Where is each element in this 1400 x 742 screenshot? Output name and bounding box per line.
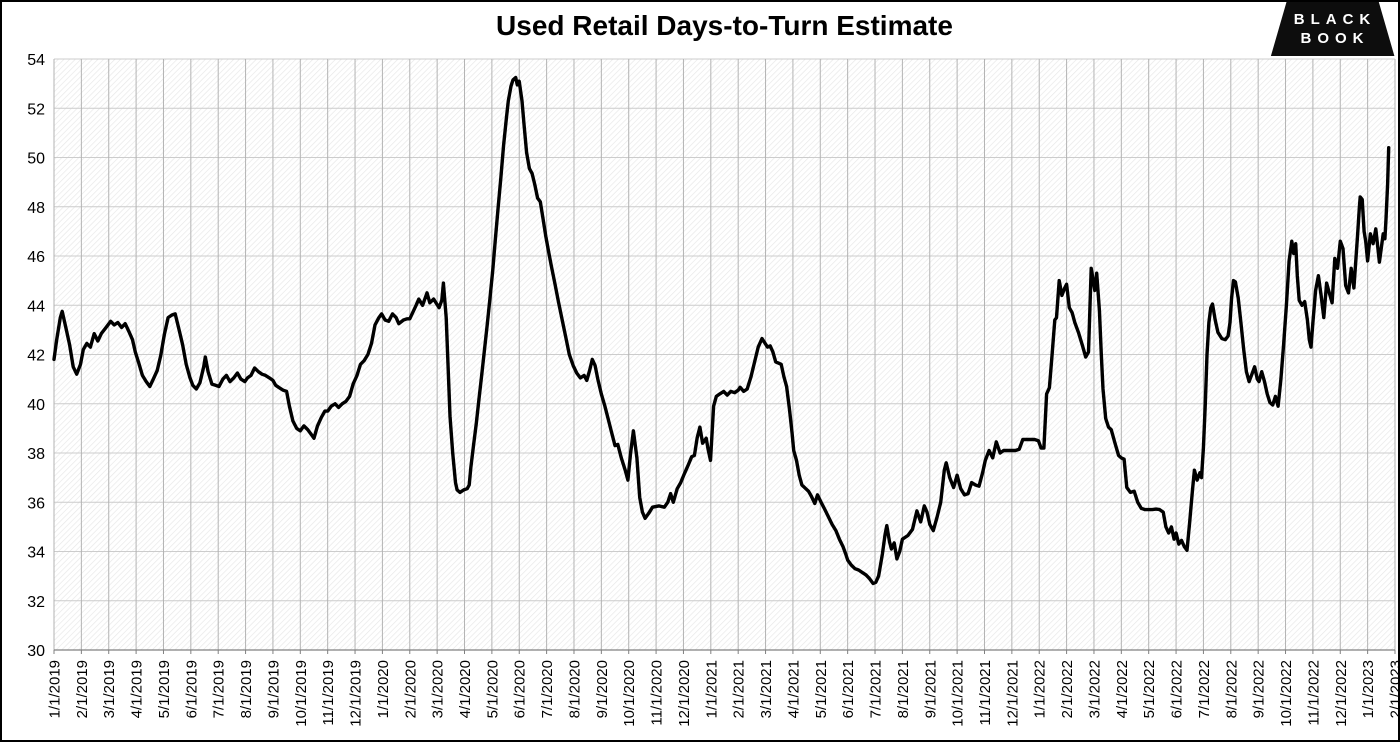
x-axis-tick-label: 9/1/2021 bbox=[922, 660, 939, 718]
x-axis-tick-label: 2/1/2021 bbox=[731, 660, 748, 718]
x-axis-tick-label: 8/1/2019 bbox=[238, 660, 255, 718]
y-axis-tick-label: 50 bbox=[27, 151, 45, 168]
x-axis-tick-label: 8/1/2022 bbox=[1223, 660, 1240, 718]
x-axis-tick-label: 1/1/2022 bbox=[1032, 660, 1049, 718]
x-axis-tick-label: 2/1/2023 bbox=[1388, 660, 1400, 718]
x-axis-tick-label: 9/1/2022 bbox=[1251, 660, 1268, 718]
data-line bbox=[52, 75, 1391, 586]
y-axis-tick-label: 36 bbox=[27, 495, 45, 512]
x-axis-tick-label: 2/1/2020 bbox=[402, 660, 419, 718]
x-axis-tick-label: 10/1/2019 bbox=[293, 660, 310, 727]
x-axis-tick-label: 3/1/2020 bbox=[430, 660, 447, 718]
x-axis-tick-label: 7/1/2020 bbox=[539, 660, 556, 718]
x-axis-tick-label: 12/1/2019 bbox=[348, 660, 365, 727]
x-axis-tick-label: 7/1/2022 bbox=[1196, 660, 1213, 718]
chart-title: Used Retail Days-to-Turn Estimate bbox=[496, 10, 953, 41]
x-axis-tick-label: 11/1/2020 bbox=[649, 660, 666, 726]
y-axis-tick-label: 52 bbox=[27, 101, 45, 118]
x-axis-tick-label: 1/1/2019 bbox=[47, 660, 64, 718]
y-axis-tick-label: 42 bbox=[27, 348, 45, 365]
x-axis-tick-label: 2/1/2022 bbox=[1059, 660, 1076, 718]
x-axis-tick-label: 12/1/2022 bbox=[1333, 660, 1350, 727]
blackbook-logo: BLACK BOOK bbox=[1270, 2, 1395, 56]
y-axis-tick-label: 38 bbox=[27, 446, 45, 463]
x-axis-tick-label: 7/1/2019 bbox=[211, 660, 228, 718]
x-axis-tick-label: 6/1/2020 bbox=[512, 660, 529, 718]
x-axis-tick-label: 1/1/2020 bbox=[375, 660, 392, 718]
x-axis-tick-label: 10/1/2022 bbox=[1278, 660, 1295, 727]
y-axis-tick-label: 40 bbox=[27, 397, 45, 414]
x-axis-tick-label: 9/1/2019 bbox=[265, 660, 282, 718]
x-axis-tick-label: 1/1/2023 bbox=[1360, 660, 1377, 718]
y-axis-tick-label: 34 bbox=[27, 545, 45, 562]
x-axis-tick-label: 11/1/2019 bbox=[320, 660, 337, 726]
x-axis-tick-label: 4/1/2021 bbox=[785, 660, 802, 718]
x-axis-tick-label: 3/1/2021 bbox=[758, 660, 775, 718]
x-axis-tick-label: 12/1/2021 bbox=[1004, 660, 1021, 727]
x-axis-tick-label: 4/1/2019 bbox=[129, 660, 146, 718]
x-axis-tick-label: 5/1/2020 bbox=[484, 660, 501, 718]
x-axis-tick-label: 5/1/2022 bbox=[1141, 660, 1158, 718]
y-axis-tick-label: 48 bbox=[27, 200, 45, 217]
x-axis-tick-label: 1/1/2021 bbox=[703, 660, 720, 718]
x-axis-tick-label: 6/1/2019 bbox=[183, 660, 200, 718]
x-axis-tick-label: 11/1/2021 bbox=[977, 660, 994, 726]
x-axis-tick-label: 9/1/2020 bbox=[594, 660, 611, 718]
x-axis-tick-label: 5/1/2021 bbox=[813, 660, 830, 718]
x-axis-tick-label: 11/1/2022 bbox=[1305, 660, 1322, 726]
logo-line-book: BOOK bbox=[1300, 30, 1370, 47]
x-axis-tick-label: 2/1/2019 bbox=[74, 660, 91, 718]
x-axis-tick-label: 3/1/2022 bbox=[1086, 660, 1103, 718]
x-axis-tick-label: 4/1/2020 bbox=[457, 660, 474, 718]
x-axis-tick-label: 6/1/2022 bbox=[1169, 660, 1186, 718]
x-axis-tick-label: 5/1/2019 bbox=[156, 660, 173, 718]
x-axis-tick-label: 7/1/2021 bbox=[868, 660, 885, 718]
y-axis-tick-label: 54 bbox=[27, 52, 45, 69]
y-axis-tick-label: 44 bbox=[27, 298, 45, 315]
x-axis-tick-label: 12/1/2020 bbox=[676, 660, 693, 727]
y-axis-tick-label: 46 bbox=[27, 249, 45, 266]
logo-line-black: BLACK bbox=[1293, 11, 1377, 28]
x-axis-tick-label: 8/1/2021 bbox=[895, 660, 912, 718]
x-axis-tick-label: 3/1/2019 bbox=[101, 660, 118, 718]
x-axis-tick-label: 10/1/2021 bbox=[950, 660, 967, 727]
y-axis-tick-label: 30 bbox=[27, 643, 45, 660]
x-axis-tick-label: 8/1/2020 bbox=[566, 660, 583, 718]
x-axis-tick-label: 10/1/2020 bbox=[621, 660, 638, 727]
x-axis-tick-label: 6/1/2021 bbox=[840, 660, 857, 718]
y-axis-tick-label: 32 bbox=[27, 594, 45, 611]
x-axis-tick-label: 4/1/2022 bbox=[1114, 660, 1131, 718]
